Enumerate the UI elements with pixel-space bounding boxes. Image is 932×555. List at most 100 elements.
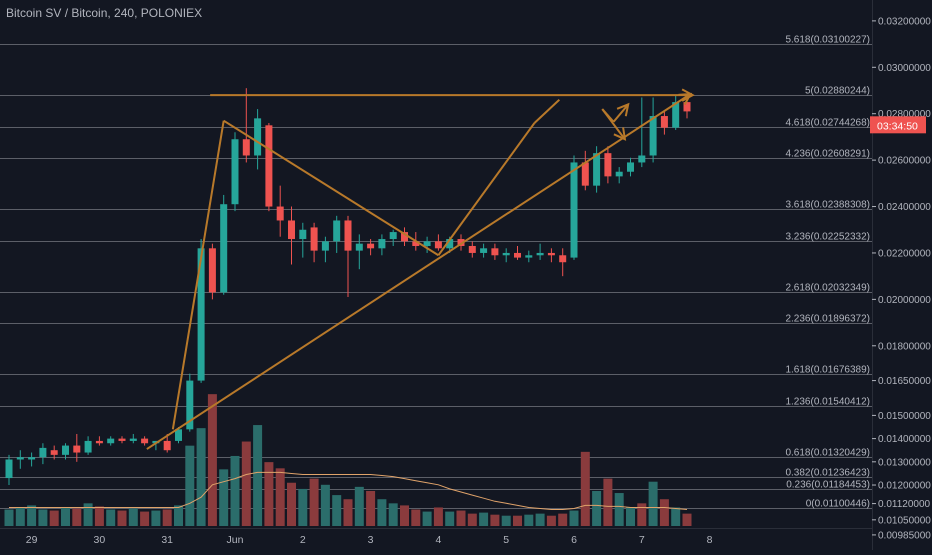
resistance-arrowhead	[681, 88, 695, 102]
candle-body	[344, 220, 352, 251]
candle-body	[378, 239, 386, 249]
y-tick-label: 0.03000000	[878, 63, 931, 74]
fib-label: 1.618(0.01676389)	[785, 365, 870, 376]
fib-label: 0.618(0.01320429)	[785, 448, 870, 459]
fib-label: 4.618(0.02744268)	[785, 118, 870, 129]
current-price-label-bg	[870, 116, 926, 134]
support-trendline	[146, 93, 691, 450]
chart-title: Bitcoin SV / Bitcoin, 240, POLONIEX	[6, 6, 203, 20]
fib-label: 5.618(0.03100227)	[785, 35, 870, 46]
volume-bar	[298, 488, 308, 526]
candle-body	[570, 162, 578, 258]
candle-body	[321, 241, 329, 251]
volume-bar	[682, 513, 692, 526]
candle-body	[468, 245, 476, 253]
candle-body	[197, 248, 205, 381]
volume-bar	[117, 510, 127, 526]
candle-body	[186, 380, 194, 430]
x-tick-label: 29	[26, 534, 38, 546]
candle-body	[683, 102, 691, 112]
fib-label: 3.236(0.02252332)	[785, 232, 870, 243]
fib-label: 2.236(0.01896372)	[785, 314, 870, 325]
volume-bar	[49, 510, 59, 526]
volume-bar	[287, 482, 296, 526]
y-tick-label: 0.01800000	[878, 341, 931, 352]
volume-bar	[264, 462, 274, 526]
x-tick-label: 30	[94, 534, 106, 546]
y-tick-label: 0.02400000	[878, 202, 931, 213]
impulse-leg-2	[223, 119, 439, 257]
impulse-leg-4	[533, 99, 560, 124]
y-tick-label: 0.02600000	[878, 156, 931, 167]
x-tick-label: 6	[571, 534, 577, 546]
volume-bar	[196, 428, 206, 526]
candle-body	[310, 227, 318, 251]
volume-bar	[27, 505, 37, 526]
candle-body	[141, 438, 149, 444]
volume-bar	[309, 478, 319, 526]
y-tick-label: 0.01500000	[878, 411, 931, 422]
candle-body	[254, 118, 262, 156]
projection-leg-2	[612, 103, 630, 123]
volume-bar	[253, 425, 263, 526]
candle-body	[39, 447, 47, 458]
candle-body	[615, 171, 623, 177]
volume-bar	[467, 513, 477, 526]
y-tick-label: 0.01200000	[878, 481, 931, 492]
volume-bar	[479, 512, 489, 526]
candle-body	[107, 438, 115, 444]
volume-bar	[524, 514, 534, 526]
candle-body	[16, 457, 24, 460]
volume-bar	[61, 507, 70, 526]
candle-body	[84, 440, 92, 453]
volume-bar	[569, 510, 579, 526]
volume-bar	[128, 508, 138, 526]
volume-bar	[241, 441, 251, 526]
fib-label: 0.236(0.01184453)	[786, 480, 870, 491]
candle-body	[265, 125, 273, 207]
volume-bar	[603, 478, 613, 526]
y-tick-label: 0.01120000	[878, 499, 931, 510]
volume-bar	[614, 493, 624, 526]
volume-bar	[648, 481, 658, 526]
candle-body	[525, 255, 533, 258]
x-tick-label: Jun	[227, 534, 244, 546]
candle-body	[288, 220, 295, 240]
fib-label: 4.236(0.02608291)	[785, 149, 870, 160]
fib-label: 2.618(0.02032349)	[785, 283, 870, 294]
volume-bar	[592, 490, 602, 526]
volume-bar	[659, 499, 669, 526]
volume-bar	[4, 509, 14, 526]
volume-bar	[558, 513, 568, 526]
projection-arrowhead-1	[616, 102, 630, 117]
candle-body	[220, 204, 228, 293]
candle-body	[175, 429, 182, 441]
volume-bar	[162, 509, 172, 526]
candle-body	[672, 102, 680, 128]
candle-body	[649, 116, 657, 156]
volume-bar	[72, 508, 82, 526]
volume-bar	[490, 514, 500, 526]
candle-body	[118, 438, 126, 441]
candle-body	[367, 243, 375, 249]
volume-bar	[151, 510, 161, 526]
candle-body	[129, 438, 137, 441]
candle-body	[581, 162, 589, 186]
candle-body	[502, 252, 510, 256]
candle-body	[627, 162, 634, 172]
candle-body	[480, 248, 488, 253]
volume-bar	[637, 503, 647, 526]
candle-body	[536, 252, 544, 256]
y-tick-label: 0.02200000	[878, 248, 931, 259]
volume-bar	[456, 510, 466, 526]
projection-leg-3	[601, 108, 626, 140]
candle-body	[401, 232, 408, 242]
y-tick-label: 0.03200000	[878, 16, 931, 27]
fib-label: 1.236(0.01540412)	[785, 397, 870, 408]
candle-body	[208, 248, 216, 293]
volume-bar	[230, 455, 240, 526]
candle-body	[446, 239, 454, 249]
candle-body	[333, 220, 341, 242]
volume-bar	[38, 509, 48, 526]
